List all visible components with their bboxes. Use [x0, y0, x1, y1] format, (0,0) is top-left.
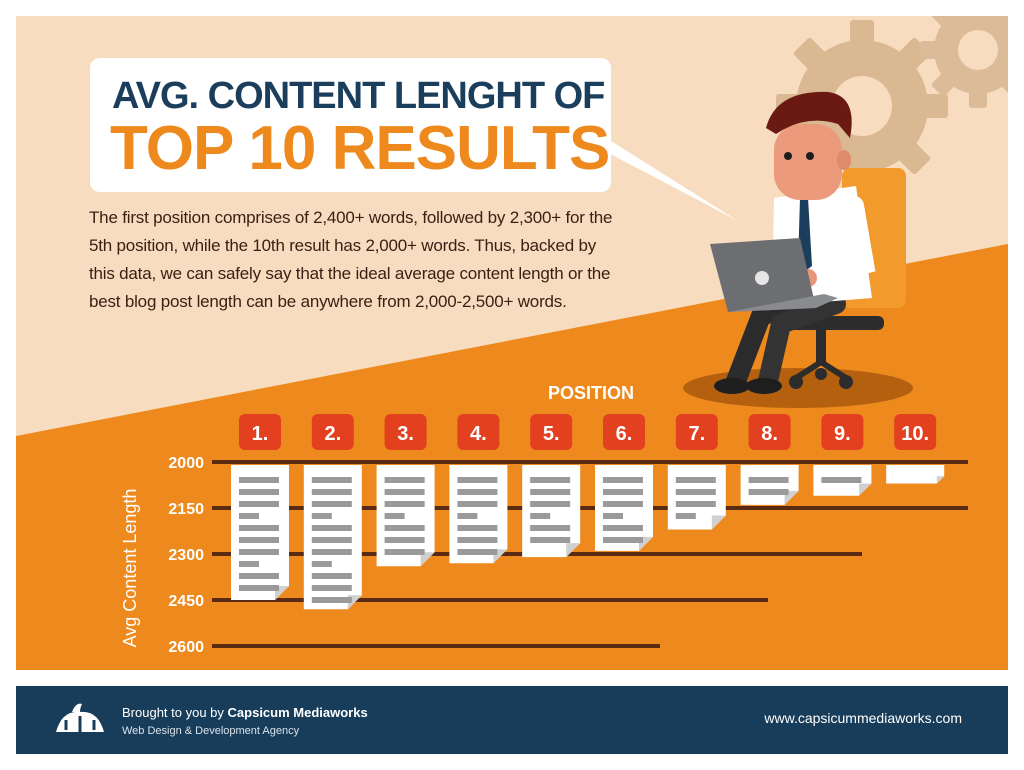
- y-tick-label: 2150: [168, 501, 204, 518]
- footer-tagline: Web Design & Development Agency: [122, 725, 300, 737]
- title-box: AVG. CONTENT LENGHT OF TOP 10 RESULTS: [90, 58, 611, 192]
- document-bars: [231, 465, 945, 610]
- position-label: 1.: [252, 423, 269, 445]
- infographic-poster: AVG. CONTENT LENGHT OF TOP 10 RESULTS Th…: [16, 16, 1008, 670]
- position-badge: 5.: [530, 414, 573, 450]
- document-bar: [595, 465, 653, 551]
- position-badge: 2.: [311, 414, 354, 450]
- position-label: 3.: [397, 423, 414, 445]
- laptop-icon: [710, 238, 838, 312]
- position-badge: 4.: [457, 414, 500, 450]
- position-badge: 8.: [748, 414, 791, 450]
- position-badge: 3.: [384, 414, 427, 450]
- document-bar: [522, 465, 581, 558]
- y-axis-label: Avg Content Length: [120, 489, 140, 648]
- document-bar: [449, 465, 508, 564]
- document-bar: [376, 465, 435, 567]
- footer-brought-by: Brought to you by: [122, 705, 224, 720]
- position-label: 2.: [324, 423, 341, 445]
- footer: Brought to you by Capsicum Mediaworks We…: [16, 686, 1008, 754]
- document-bar: [740, 465, 799, 505]
- content-length-chart: 1. 2. 3. 4. 5. 6. 7. 8. 9. 10. 2000 2150 2300 2450 26…: [120, 383, 968, 656]
- footer-url-link[interactable]: www.capsicummediaworks.com: [764, 710, 962, 726]
- title-line-2: TOP 10 RESULTS: [110, 114, 610, 183]
- position-badge: 1.: [239, 414, 281, 450]
- footer-credit: Brought to you by Capsicum Mediaworks: [122, 705, 368, 720]
- businessman-illustration: [683, 91, 913, 408]
- position-label: 9.: [834, 423, 851, 445]
- position-label: 8.: [761, 423, 778, 445]
- logo-icon: [56, 703, 104, 732]
- position-badge: 10.: [894, 414, 937, 450]
- position-badges: 1. 2. 3. 4. 5. 6. 7. 8. 9. 10.: [239, 414, 937, 450]
- footer-company: Capsicum Mediaworks: [227, 705, 368, 720]
- y-tick-label: 2450: [168, 593, 204, 610]
- x-axis-label: POSITION: [548, 383, 634, 403]
- document-bar: [886, 465, 945, 484]
- y-tick-label: 2300: [168, 547, 204, 564]
- document-bar: [667, 465, 726, 530]
- y-tick-label: 2000: [168, 455, 204, 472]
- y-tick-label: 2600: [168, 639, 204, 656]
- position-label: 10.: [901, 423, 929, 445]
- document-bar: [813, 465, 872, 496]
- position-label: 7.: [688, 423, 705, 445]
- position-badge: 7.: [675, 414, 718, 450]
- position-label: 4.: [470, 423, 487, 445]
- y-axis-ticks: 2000 2150 2300 2450 2600: [168, 455, 204, 656]
- position-badge: 9.: [821, 414, 864, 450]
- gear-icon: [920, 16, 1008, 108]
- description-text: The first position comprises of 2,400+ w…: [89, 208, 613, 311]
- document-bar: [231, 465, 289, 600]
- position-badge: 6.: [603, 414, 645, 450]
- position-label: 6.: [616, 423, 633, 445]
- position-label: 5.: [543, 423, 560, 445]
- document-bar: [303, 465, 362, 610]
- title-line-1: AVG. CONTENT LENGHT OF: [112, 75, 605, 117]
- speech-bubble-tail: [576, 136, 738, 221]
